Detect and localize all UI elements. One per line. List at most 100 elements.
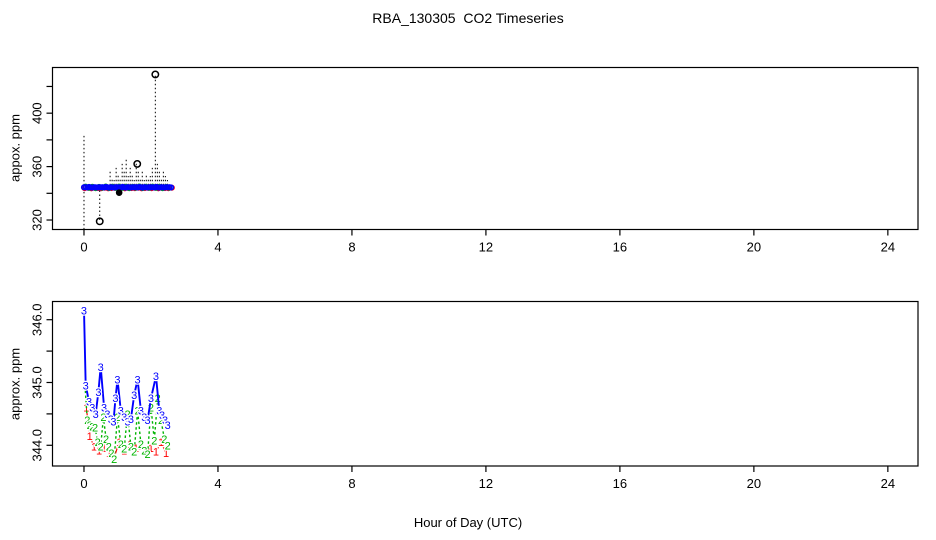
series-line-2 — [84, 385, 169, 460]
bottom-y-axis-label: approx. ppm — [7, 347, 23, 421]
data-point-char: 3 — [81, 305, 87, 317]
outlier-open-circle — [151, 70, 160, 79]
data-point-char: 2 — [118, 439, 124, 451]
data-point-char: 3 — [95, 387, 101, 399]
top-y-axis: 320 360 400 — [30, 85, 53, 231]
data-point-char: 1 — [91, 442, 97, 454]
data-point-char: 2 — [121, 443, 127, 455]
bottom-y-axis: 344.0 345.0 346.0 — [30, 303, 53, 462]
top-y-axis-label: appox. ppm — [7, 114, 23, 182]
data-point-char: 2 — [92, 423, 98, 435]
data-point-char: 2 — [141, 445, 147, 457]
data-point-char: 2 — [114, 412, 120, 424]
top-plot-box — [51, 66, 919, 231]
y-tick-label: 360 — [30, 156, 45, 178]
data-point-char: 3 — [110, 416, 116, 428]
outlier-points — [95, 70, 160, 226]
data-point-char: 3 — [86, 396, 92, 408]
data-point-char: 1 — [148, 443, 154, 455]
y-tick-label: 320 — [30, 209, 45, 231]
data-point-char: 2 — [108, 448, 114, 460]
data-point-char: 3 — [145, 415, 151, 427]
y-tick-label: 345.0 — [30, 366, 45, 399]
data-point-char: 3 — [121, 412, 127, 424]
x-tick-label: 24 — [881, 476, 895, 491]
data-point-char: 3 — [159, 410, 165, 422]
data-point-char: 2 — [106, 442, 112, 454]
data-point-char: 3 — [104, 409, 110, 421]
data-point-char: 2 — [95, 437, 101, 449]
data-point-char: 3 — [101, 403, 107, 415]
data-point-char: 2 — [111, 454, 117, 466]
data-point-char: 3 — [114, 374, 120, 386]
top-series-3 — [80, 183, 175, 191]
data-point-char: 3 — [128, 414, 134, 426]
data-point-char: 3 — [165, 420, 171, 432]
outlier-open-circle — [95, 217, 104, 226]
data-point-char: 1 — [133, 443, 139, 455]
data-point-char: 3 — [135, 374, 141, 386]
data-point-char: 1 — [106, 448, 112, 460]
y-tick-label: 346.0 — [30, 303, 45, 336]
data-point-char: 2 — [158, 415, 164, 427]
data-point-char: 2 — [84, 415, 90, 427]
x-tick-label: 20 — [747, 240, 761, 255]
top-x-axis: 0 4 8 12 16 20 24 — [80, 229, 895, 255]
data-point-char: 2 — [151, 435, 157, 447]
data-point-char: 1 — [87, 431, 93, 443]
data-point-char: 2 — [145, 449, 151, 461]
data-point-circle — [167, 184, 175, 191]
y-tick-label: 344.0 — [30, 429, 45, 462]
data-point-char: 3 — [124, 416, 130, 428]
data-point-char: 2 — [124, 409, 130, 421]
data-point-char: 2 — [131, 447, 137, 459]
data-point-char: 2 — [128, 442, 134, 454]
x-tick-label: 24 — [881, 240, 895, 255]
data-point-char: 3 — [131, 390, 137, 402]
data-point-char: 2 — [100, 412, 106, 424]
data-point-char: 2 — [89, 421, 95, 433]
data-point-char: 3 — [83, 381, 89, 393]
data-point-char: 1 — [116, 437, 122, 449]
data-point-char: 1 — [83, 403, 89, 415]
stem-lines — [83, 75, 168, 230]
x-axis-label: Hour of Day (UTC) — [413, 515, 523, 530]
data-point-char: 1 — [121, 445, 127, 457]
x-tick-label: 0 — [80, 476, 87, 491]
data-point-char: 1 — [96, 445, 102, 457]
data-point-char: 1 — [163, 448, 169, 460]
data-point-char: 3 — [153, 371, 159, 383]
x-tick-label: 20 — [747, 476, 761, 491]
data-point-char: 2 — [135, 406, 141, 418]
outlier-filled-circle — [115, 189, 123, 196]
x-tick-label: 12 — [479, 240, 493, 255]
series-line-1 — [85, 407, 167, 459]
data-point-char: 3 — [112, 393, 118, 405]
chart-title: RBA_130305 CO2 Timeseries — [372, 10, 564, 26]
data-point-char: 1 — [138, 440, 144, 452]
data-point-char: 3 — [162, 415, 168, 427]
x-tick-label: 8 — [348, 240, 355, 255]
x-tick-label: 12 — [479, 476, 493, 491]
y-tick-label: 400 — [30, 102, 45, 124]
data-point-char: 2 — [98, 442, 104, 454]
data-point-char: 1 — [111, 453, 117, 465]
x-tick-label: 0 — [80, 240, 87, 255]
panel-top: 0 4 8 12 16 20 24 320 360 400 — [30, 66, 919, 255]
bottom-x-axis: 0 4 8 12 16 20 24 — [80, 466, 895, 491]
x-tick-label: 4 — [214, 240, 221, 255]
data-point-char: 2 — [148, 403, 154, 415]
x-tick-label: 8 — [348, 476, 355, 491]
data-point-char: 3 — [98, 362, 104, 374]
data-point-char: 2 — [87, 420, 93, 432]
x-tick-label: 4 — [214, 476, 221, 491]
data-point-char: 2 — [165, 440, 171, 452]
x-tick-label: 16 — [613, 476, 627, 491]
data-point-char: 1 — [158, 437, 164, 449]
series-line-3 — [83, 310, 169, 426]
